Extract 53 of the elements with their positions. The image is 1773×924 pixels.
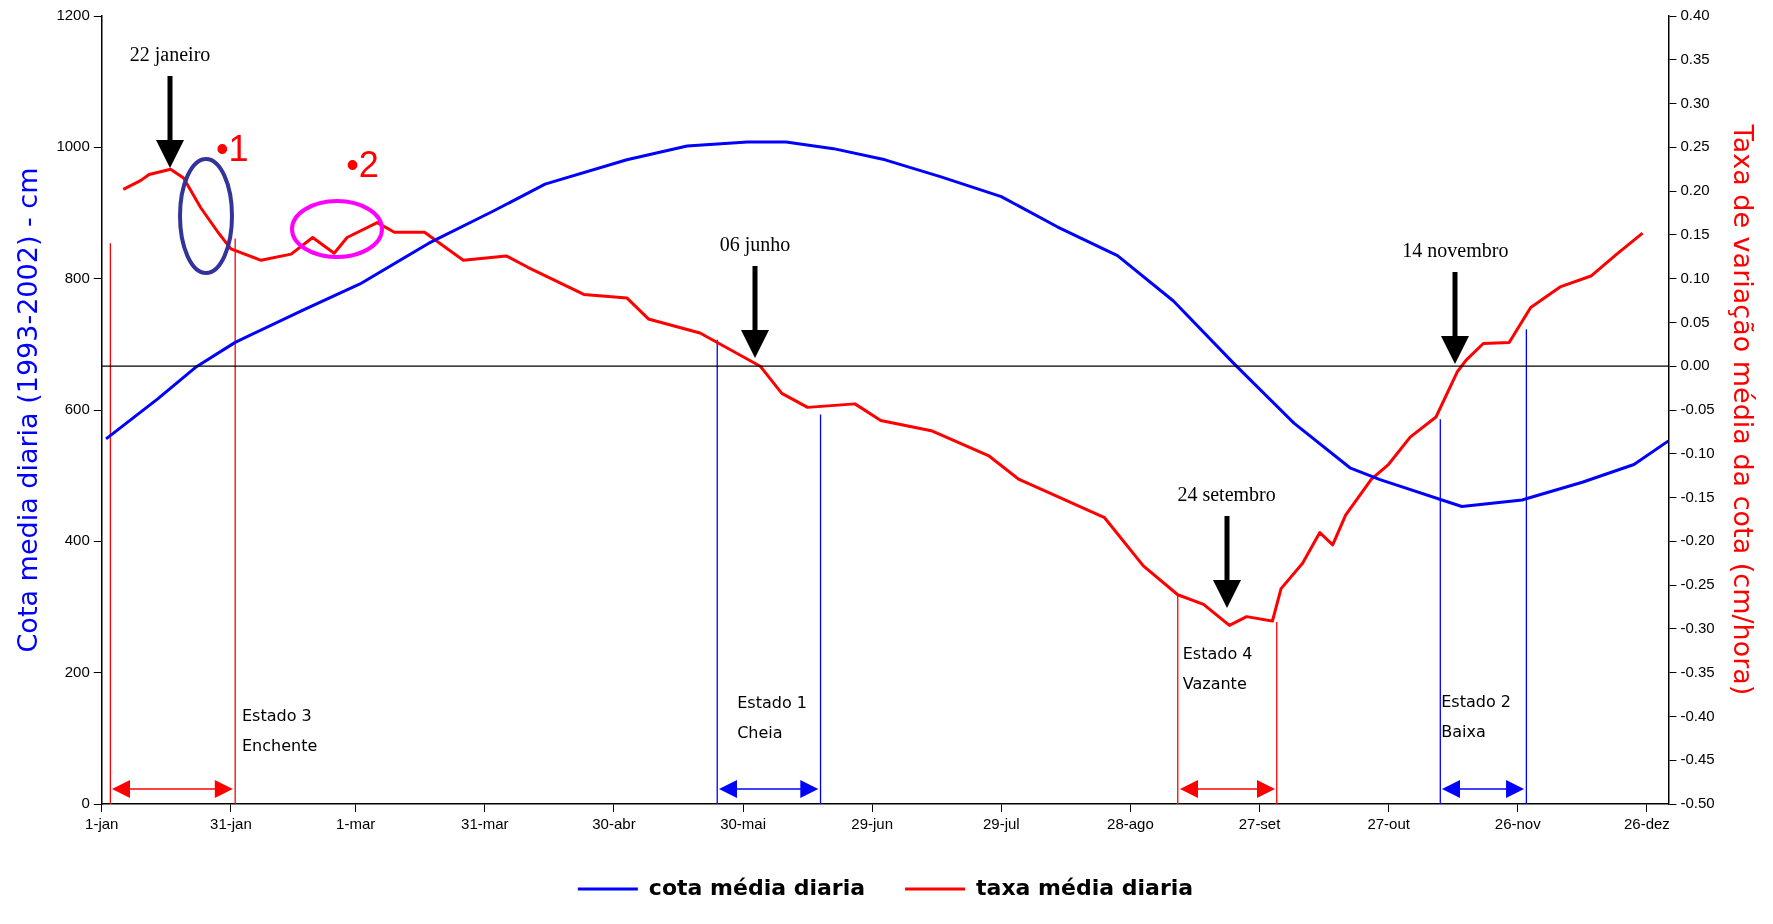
y-axis-title: Cota media diaria (1993-2002) - cm [12, 167, 44, 653]
x-tick-label: 31-jan [210, 815, 252, 833]
y2-tick-label: 0.35 [1680, 49, 1710, 67]
y2-tick-label: 0.05 [1680, 312, 1710, 330]
y2-tick-label: 0.25 [1680, 137, 1710, 155]
y-tick-label: 800 [64, 268, 90, 286]
annotation: 24 setembro [1177, 483, 1276, 506]
x-tick-label: 26-nov [1494, 815, 1542, 833]
y2-tick-label: -0.25 [1680, 575, 1715, 593]
y-tick-label: 200 [64, 662, 90, 680]
y2-tick-label: -0.50 [1680, 794, 1715, 812]
y2-tick-label: -0.30 [1680, 619, 1715, 637]
x-tick-label: 26-dez [1623, 815, 1670, 833]
x-tick-label: 31-mar [461, 815, 509, 833]
x-tick-label: 30-mai [720, 815, 766, 833]
x-tick-label: 29-jul [982, 815, 1020, 833]
x-tick-label: 29-jun [851, 815, 894, 833]
annotation: 14 novembro [1402, 238, 1509, 261]
x-tick-label: 30-abr [592, 815, 636, 833]
y-tick-label: 600 [64, 400, 90, 418]
y-tick-label: 0 [81, 794, 90, 812]
annotation: Estado 1 Cheia [737, 693, 807, 743]
x-tick-label: 1-jan [85, 815, 119, 833]
y2-tick-label: 0.30 [1680, 93, 1710, 111]
x-tick-label: 1-mar [336, 815, 376, 833]
y2-tick-label: -0.40 [1680, 706, 1715, 724]
y2-tick-label: -0.05 [1680, 400, 1715, 418]
y2-tick-label: 0.00 [1680, 356, 1710, 374]
y-tick-label: 1200 [56, 6, 90, 24]
y2-tick-label: 0.20 [1680, 181, 1710, 199]
x-tick-label: 27-set [1238, 815, 1282, 833]
y2-tick-label: -0.20 [1680, 531, 1715, 549]
y2-tick-label: -0.45 [1680, 750, 1715, 768]
y2-tick-label: 0.15 [1680, 225, 1710, 243]
annotation: •2 [346, 144, 379, 186]
y2-tick-label: -0.10 [1680, 443, 1715, 461]
y2-tick-label: 0.40 [1680, 6, 1710, 24]
annotation: 22 janeiro [129, 43, 211, 67]
y2-tick-label: -0.35 [1680, 662, 1715, 680]
x-tick-label: 27-out [1367, 815, 1411, 833]
legend-label: cota média diaria [648, 874, 866, 900]
y-tick-label: 1000 [56, 137, 90, 155]
y2-axis-title: Taxa de variação média da cota (cm/hora) [1727, 123, 1759, 696]
annotation: Estado 3 Enchente [241, 705, 318, 755]
y2-tick-label: 0.10 [1680, 268, 1710, 286]
annotation: Estado 4 Vazante [1182, 644, 1253, 694]
annotation: Estado 2 Baixa [1441, 692, 1511, 742]
y-tick-label: 400 [64, 531, 90, 549]
x-tick-label: 28-ago [1107, 815, 1154, 833]
legend-label: taxa média diaria [976, 874, 1194, 900]
y2-tick-label: -0.15 [1680, 487, 1715, 505]
annotation: •1 [215, 127, 249, 169]
annotation: 06 junho [719, 233, 791, 257]
